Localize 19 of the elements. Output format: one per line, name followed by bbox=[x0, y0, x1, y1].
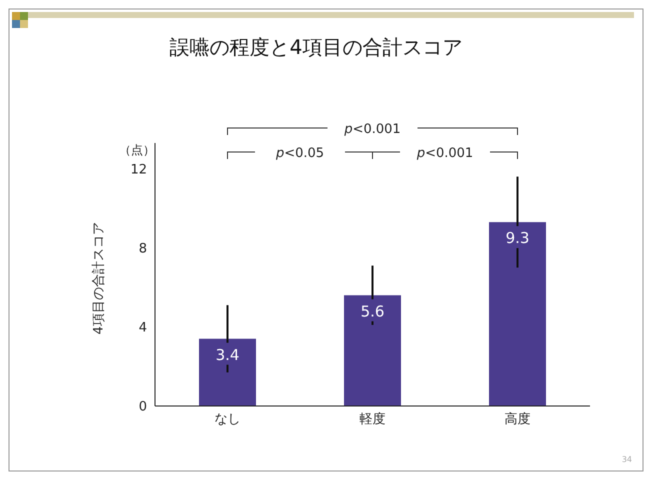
annotation: p<0.05 bbox=[274, 146, 324, 161]
x-tick-label: 軽度 bbox=[360, 411, 386, 428]
y-tick-label: 0 bbox=[138, 400, 147, 415]
bar bbox=[489, 222, 546, 406]
y-tick-label: 12 bbox=[130, 162, 147, 178]
x-tick-label: なし bbox=[214, 412, 240, 428]
annotation: （点） bbox=[119, 143, 155, 157]
y-tick-label: 8 bbox=[138, 241, 147, 256]
y-axis-title: 4項目の合計スコア bbox=[92, 222, 107, 334]
text: 34 bbox=[622, 455, 632, 464]
data-label: 9.3 bbox=[506, 229, 530, 248]
chart-title: 誤嚥の程度と4項目の合計スコア bbox=[170, 35, 462, 59]
data-label: 3.4 bbox=[216, 346, 240, 364]
y-tick-label: 4 bbox=[138, 320, 147, 336]
bar bbox=[344, 295, 401, 406]
x-tick-label: 高度 bbox=[504, 411, 530, 428]
data-label: 5.6 bbox=[360, 302, 384, 320]
annotation: p<0.001 bbox=[416, 146, 474, 161]
text: p<0.001 bbox=[343, 122, 401, 137]
